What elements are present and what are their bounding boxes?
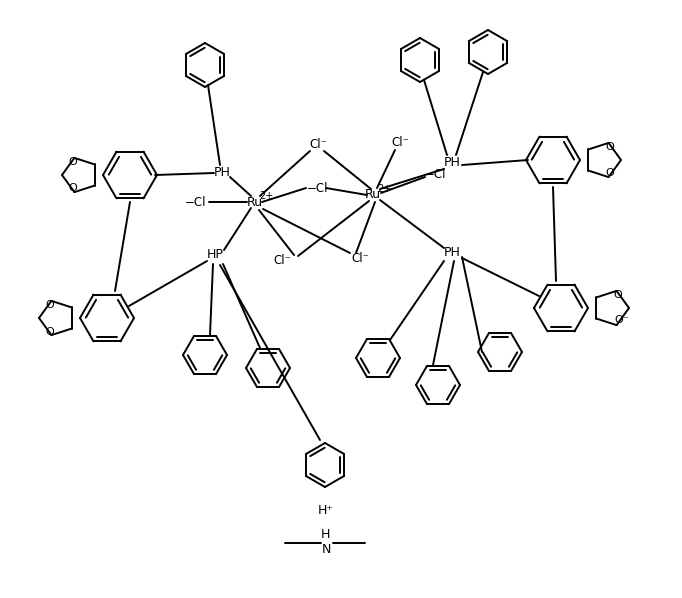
Text: H⁺: H⁺ — [318, 504, 334, 517]
Text: N: N — [321, 543, 331, 556]
Text: O: O — [606, 142, 614, 152]
Text: O: O — [46, 300, 55, 310]
Text: O: O — [69, 183, 77, 193]
Text: 2+: 2+ — [377, 184, 391, 194]
Text: O: O — [614, 290, 623, 300]
Text: Ru: Ru — [365, 188, 381, 202]
Text: Cl⁻: Cl⁻ — [391, 136, 409, 148]
Text: O: O — [606, 168, 614, 178]
Text: PH: PH — [443, 246, 460, 260]
Text: Cl⁻: Cl⁻ — [351, 252, 369, 264]
Text: O: O — [69, 157, 77, 167]
Text: O⁻: O⁻ — [614, 315, 629, 325]
Text: PH: PH — [213, 166, 231, 179]
Text: Cl⁻: Cl⁻ — [309, 139, 327, 151]
Text: H: H — [321, 529, 329, 542]
Text: PH: PH — [443, 157, 460, 169]
Text: O: O — [46, 327, 55, 337]
Text: HP: HP — [207, 249, 224, 261]
Text: Ru: Ru — [247, 196, 263, 209]
Text: Cl⁻: Cl⁻ — [273, 254, 291, 267]
Text: −Cl: −Cl — [424, 169, 446, 182]
Text: −Cl: −Cl — [184, 196, 206, 209]
Text: −Cl: −Cl — [308, 182, 329, 194]
Text: 2+: 2+ — [259, 191, 273, 201]
